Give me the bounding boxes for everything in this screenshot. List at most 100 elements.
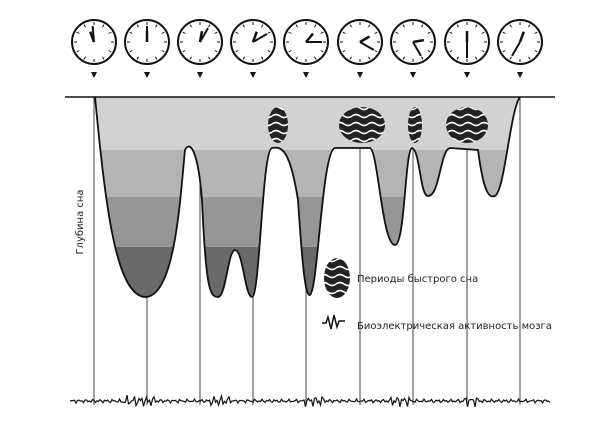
clock-tick	[261, 24, 264, 28]
band-2	[95, 150, 520, 197]
clock-tick	[155, 56, 158, 60]
clock-tick	[288, 50, 292, 53]
clock	[230, 19, 276, 78]
hour-marker	[197, 72, 203, 78]
clock	[337, 19, 383, 78]
clock-tick	[509, 56, 512, 60]
clock-tick	[108, 50, 112, 53]
clock-hand	[251, 31, 258, 43]
clock-tick	[509, 24, 512, 28]
clock-hand	[412, 41, 422, 57]
clock-tick	[402, 24, 405, 28]
clock-hand	[412, 38, 425, 44]
clock-tick	[182, 31, 186, 34]
hour-marker	[91, 72, 97, 78]
clock-tick	[374, 31, 378, 34]
clock-tick	[155, 24, 158, 28]
clock-tick	[267, 31, 271, 34]
clock-tick	[449, 31, 453, 34]
hour-marker	[517, 72, 523, 78]
eeg-trace	[69, 393, 551, 408]
clock-tick	[481, 50, 485, 53]
clock-tick	[368, 24, 371, 28]
clock-tick	[475, 24, 478, 28]
rem-period	[446, 107, 488, 143]
legend-rem-icon	[324, 258, 350, 298]
clock	[444, 19, 490, 78]
clock-tick	[102, 24, 105, 28]
clock-hand	[511, 41, 521, 57]
clock	[390, 19, 436, 78]
clock-tick	[534, 31, 538, 34]
clock-tick	[368, 56, 371, 60]
clock-tick	[374, 50, 378, 53]
clock-tick	[288, 31, 292, 34]
clock-tick	[129, 31, 133, 34]
clock-hand	[305, 32, 315, 43]
rem-period	[268, 107, 288, 143]
clock-tick	[136, 56, 139, 60]
clock-tick	[214, 31, 218, 34]
clock-tick	[421, 56, 424, 60]
clock-tick	[481, 31, 485, 34]
clock-tick	[395, 31, 399, 34]
clock-tick	[83, 24, 86, 28]
clock-tick	[314, 56, 317, 60]
clock-tick	[261, 56, 264, 60]
clocks	[71, 19, 543, 78]
clock-hand	[89, 31, 96, 43]
hour-marker	[410, 72, 416, 78]
clock-tick	[267, 50, 271, 53]
legend-eeg: Биоэлектрическая активность мозга	[357, 321, 552, 332]
clock-tick	[189, 24, 192, 28]
clock-tick	[421, 24, 424, 28]
clock-tick	[449, 50, 453, 53]
clock-tick	[342, 50, 346, 53]
clock-hand	[198, 30, 204, 43]
clock-tick	[102, 56, 105, 60]
clock-tick	[189, 56, 192, 60]
hour-marker	[357, 72, 363, 78]
clock	[177, 19, 223, 78]
clock	[124, 19, 170, 78]
rem-period	[408, 107, 422, 143]
clock-tick	[235, 31, 239, 34]
clock	[283, 19, 329, 78]
clock-tick	[456, 24, 459, 28]
clock-tick	[136, 24, 139, 28]
clock-tick	[320, 50, 324, 53]
clock-tick	[342, 31, 346, 34]
clock-hand	[252, 33, 268, 43]
hour-marker	[144, 72, 150, 78]
sleep-depth-curve	[94, 96, 521, 298]
clock-tick	[76, 31, 80, 34]
clock-tick	[314, 24, 317, 28]
clock-tick	[427, 31, 431, 34]
clock-tick	[402, 56, 405, 60]
hour-marker	[464, 72, 470, 78]
clock-tick	[182, 50, 186, 53]
axis-label: Глубина сна	[75, 189, 86, 254]
clock-tick	[320, 31, 324, 34]
clock-tick	[208, 56, 211, 60]
clock-tick	[129, 50, 133, 53]
rem-period	[339, 107, 385, 143]
clock-tick	[528, 56, 531, 60]
clock-hand	[359, 35, 371, 44]
clock-tick	[242, 56, 245, 60]
clock-tick	[235, 50, 239, 53]
clock-tick	[161, 50, 165, 53]
clock-tick	[83, 56, 86, 60]
clock-tick	[475, 56, 478, 60]
hour-marker	[250, 72, 256, 78]
clock-tick	[427, 50, 431, 53]
legend-rem: Периоды быстрого сна	[357, 274, 478, 285]
clock-tick	[108, 31, 112, 34]
clock	[497, 19, 543, 78]
clock-tick	[349, 56, 352, 60]
clock-tick	[242, 24, 245, 28]
band-3	[95, 197, 520, 247]
clock-tick	[528, 24, 531, 28]
clock-hand	[518, 31, 525, 43]
